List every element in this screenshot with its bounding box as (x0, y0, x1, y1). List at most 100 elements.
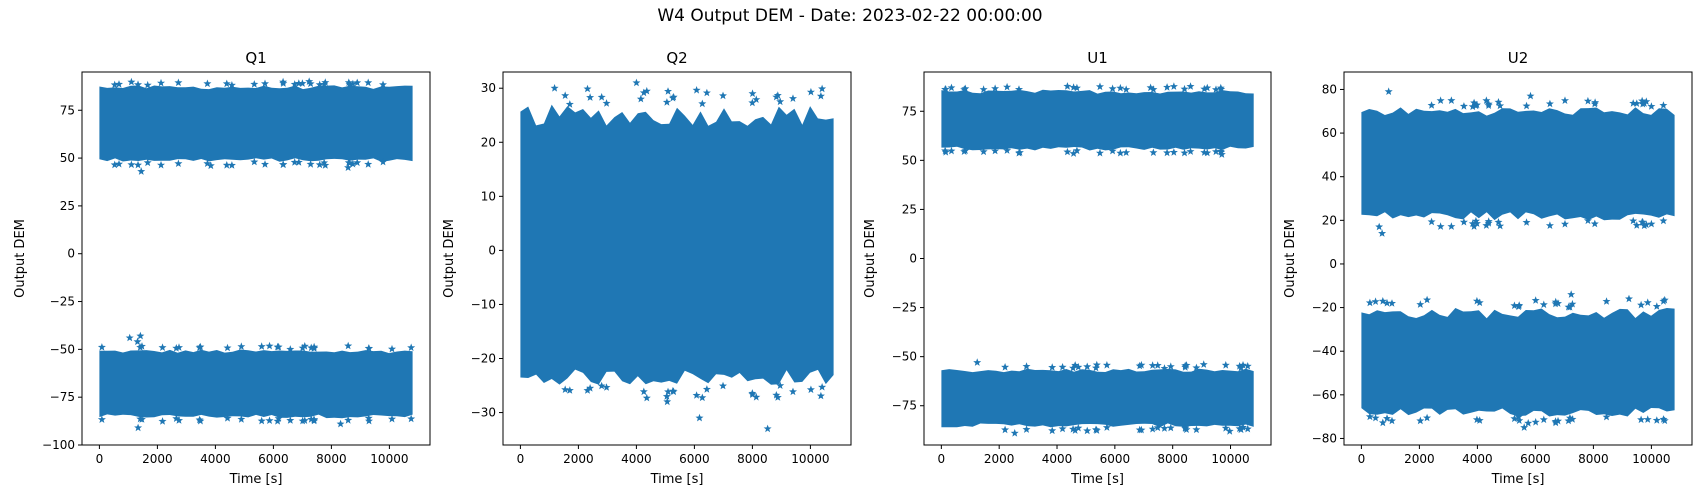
scatter-point (172, 414, 181, 422)
scatter-point (941, 146, 950, 155)
scatter-point (1520, 423, 1529, 431)
scatter-point (344, 163, 353, 171)
scatter-point (137, 167, 146, 175)
scatter-point (388, 414, 396, 423)
scatter-point (1001, 363, 1010, 371)
y-tick-label: 0 (488, 243, 496, 257)
scatter-point (1565, 413, 1574, 422)
scatter-point (1071, 426, 1080, 434)
scatter-point (639, 88, 648, 97)
scatter-point (298, 343, 307, 352)
scatter-point (636, 94, 645, 103)
scatter-point (1192, 425, 1201, 434)
scatter-point (1235, 362, 1244, 370)
scatter-point (748, 389, 757, 397)
scatter-point (583, 84, 592, 93)
y-tick-label: 50 (902, 153, 917, 167)
x-tick-label: 2000 (142, 452, 173, 466)
scatter-point (134, 423, 143, 432)
scatter-point (364, 160, 373, 168)
xlabel-u1: Time [s] (1070, 472, 1124, 487)
scatter-point (1416, 300, 1425, 308)
panel-q1: Q1 Time [s] Output DEM 0 2000 4000 6000 8000… (13, 49, 431, 487)
scatter-point (1591, 98, 1600, 106)
scatter-point (1459, 102, 1468, 110)
scatter-point (265, 416, 274, 424)
scatter-point (127, 77, 136, 86)
scatter-point (1561, 96, 1569, 104)
scatter-point (1551, 417, 1560, 425)
y-tick-label: 20 (481, 135, 496, 149)
scatter-point (115, 159, 123, 168)
y-tick-label: −50 (50, 342, 75, 356)
scatter-point (1180, 148, 1189, 157)
scatter-point (1148, 361, 1157, 369)
scatter-point (1629, 99, 1638, 107)
scatter-point (1423, 413, 1432, 422)
scatter-point (1539, 415, 1548, 424)
y-tick-label: 75 (902, 104, 917, 118)
scatter-point (265, 341, 274, 350)
scatter-point (597, 93, 606, 101)
scatter-point (227, 81, 236, 89)
scatter-point (1565, 303, 1574, 311)
scatter-point (1010, 429, 1019, 437)
scatter-point (752, 393, 761, 401)
y-tick-label: −25 (50, 295, 75, 309)
scatter-point (1371, 297, 1380, 305)
scatter-point (960, 85, 969, 93)
scatter-point (1423, 295, 1432, 304)
scatter-point (364, 414, 373, 422)
scatter-point (1496, 101, 1505, 110)
y-tick-label: 25 (60, 199, 75, 213)
scatter-point (947, 146, 956, 155)
scatter-points-q2 (520, 78, 834, 433)
scatter-point (979, 85, 988, 93)
x-tick-label: 10000 (1632, 452, 1670, 466)
scatter-point (1225, 427, 1234, 435)
scatter-point (702, 385, 711, 393)
scatter-point (979, 147, 988, 156)
scatter-band-q1-1 (99, 85, 413, 162)
scatter-point (379, 157, 387, 166)
scatter-point (1200, 84, 1209, 93)
scatter-point (1235, 424, 1244, 433)
scatter-point (175, 416, 183, 424)
scatter-point (960, 147, 969, 155)
scatter-point (1186, 147, 1195, 155)
scatter-point (1551, 299, 1560, 308)
scatter-point (250, 157, 259, 166)
scatter-point (174, 159, 183, 167)
scatter-point (195, 415, 204, 424)
scatter-point (125, 333, 134, 342)
scatter-point (1058, 424, 1067, 433)
scatter-point (663, 397, 672, 406)
scatter-point (1148, 424, 1157, 433)
scatter-point (565, 100, 574, 108)
scatter-point (1472, 100, 1481, 109)
scatter-point (1203, 83, 1212, 92)
scatter-point (1180, 84, 1189, 93)
y-tick-label: −30 (471, 406, 496, 420)
y-tick-label: −50 (892, 350, 917, 364)
panel-u2: U2 Time [s] Output DEM 0 2000 4000 6000 8000… (1283, 49, 1693, 487)
scatter-point (1048, 426, 1057, 435)
scatter-point (1625, 294, 1633, 303)
scatter-point (1365, 298, 1374, 307)
scatter-point (388, 344, 396, 353)
scatter-point (1384, 87, 1393, 95)
scatter-point (222, 161, 231, 169)
scatter-band-u1-1 (941, 89, 1254, 151)
scatter-point (1475, 298, 1484, 307)
scatter-point (143, 80, 152, 89)
x-tick-label: 8000 (1157, 452, 1188, 466)
scatter-point (1472, 296, 1481, 305)
scatter-point (1116, 83, 1125, 92)
scatter-point (1638, 96, 1647, 105)
scatter-point (203, 79, 212, 88)
x-tick-label: 4000 (1462, 452, 1493, 466)
scatter-points-u2 (1361, 87, 1675, 431)
x-tick-label: 8000 (737, 452, 768, 466)
scatter-point (1072, 83, 1081, 92)
scatter-point (133, 337, 142, 346)
